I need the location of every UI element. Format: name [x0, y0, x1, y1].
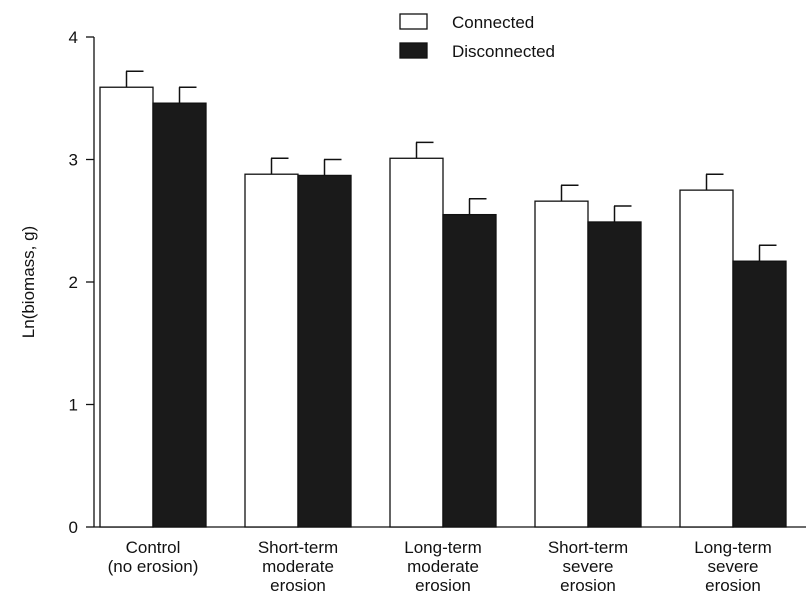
category-labels: Control (no erosion) Short-term moderate ero…	[108, 538, 772, 595]
category-label: Short-term severe erosion	[548, 538, 628, 595]
y-tick-label: 3	[69, 151, 78, 170]
bar-disconnected	[587, 221, 642, 528]
y-tick-label: 2	[69, 273, 78, 292]
category-label: Long-term severe erosion	[694, 538, 771, 595]
bar-connected	[99, 86, 154, 528]
bars	[99, 70, 787, 528]
bar-connected	[534, 200, 589, 528]
bar-connected	[679, 189, 734, 528]
category-label: Control (no erosion)	[108, 538, 199, 576]
category-label: Long-term moderate erosion	[404, 538, 481, 595]
legend: Connected Disconnected	[399, 13, 555, 61]
legend-swatch-connected	[399, 13, 428, 30]
bar-disconnected	[732, 260, 787, 528]
legend-label-connected: Connected	[452, 13, 534, 32]
bar-disconnected	[152, 102, 207, 528]
y-tick-label: 0	[69, 518, 78, 537]
bar-disconnected	[442, 213, 497, 528]
bar-disconnected	[297, 174, 352, 528]
y-tick-label: 1	[69, 396, 78, 415]
legend-label-disconnected: Disconnected	[452, 42, 555, 61]
category-label: Short-term moderate erosion	[258, 538, 338, 595]
bar-connected	[389, 157, 444, 528]
bar-connected	[244, 173, 299, 528]
y-axis-title: Ln(biomass, g)	[19, 226, 38, 338]
y-tick-label: 4	[69, 28, 78, 47]
legend-swatch-disconnected	[399, 42, 428, 59]
